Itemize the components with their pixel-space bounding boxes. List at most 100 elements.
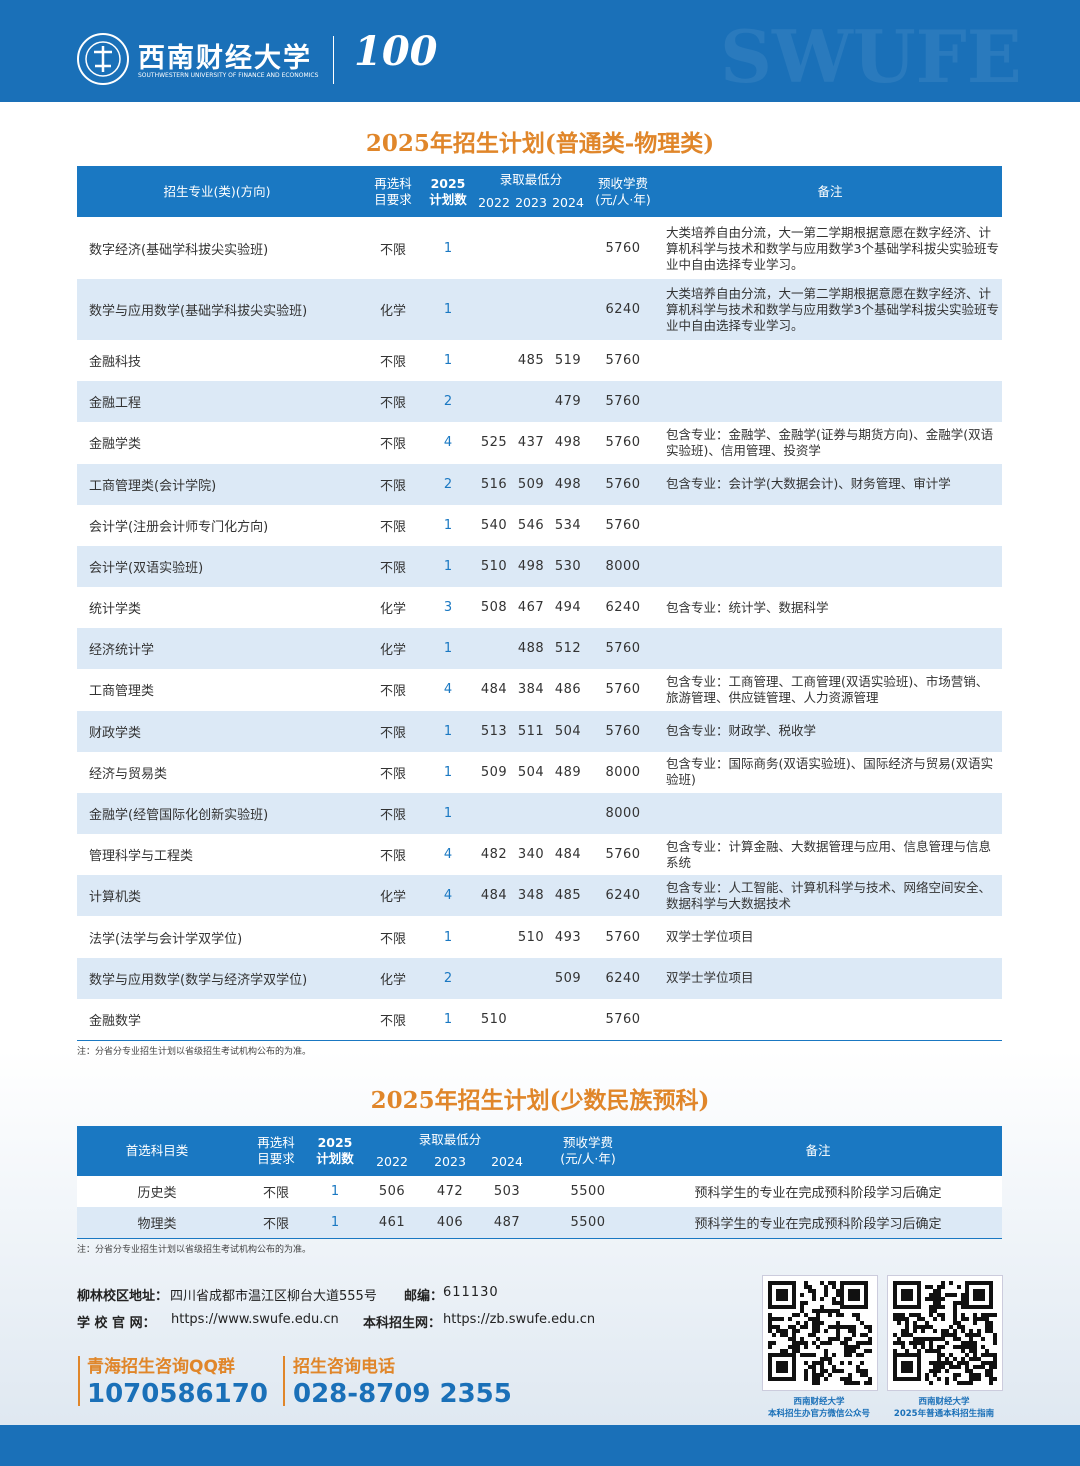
header-cell-line: 再选科 [374,175,412,191]
table-row-bg [77,1207,1002,1238]
note-cell: 包含专业：国际商务(双语实验班)、国际经济与贸易(双语实验班) [666,756,994,788]
table-row-bg [77,218,1002,279]
header-bar [0,0,1080,102]
table-cell: 8000 [605,558,641,574]
table-cell: 经济统计学 [89,643,155,659]
table-cell: 4 [443,888,453,904]
table-row-bg [77,463,1002,505]
note-cell: 双学士学位项目 [666,929,754,945]
table-cell: 493 [554,929,582,945]
table-cell: 503 [493,1184,521,1199]
qr-pattern [893,1281,997,1385]
table-cell: 5760 [605,1011,641,1027]
header-cell: 2024 [552,195,584,210]
table-row-bg [77,587,1002,629]
table-cell: 516 [480,476,508,492]
table-cell: 不限 [379,849,406,865]
table-cell: 5760 [605,476,641,492]
table-cell: 4 [443,847,453,863]
note-cell: 包含专业：人工智能、计算机科学与技术、网络空间安全、数据科学与大数据技术 [666,879,992,911]
table-row-bg [77,957,1002,999]
note-cell: 大类培养自由分流，大一第二学期根据意愿在数字经济、计算机科学与技术和数学与应用数… [666,285,999,333]
header-cell: 再选科 目要求 [246,1126,306,1176]
note-cell: 大类培养自由分流，大一第二学期根据意愿在数字经济、计算机科学与技术和数学与应用数… [666,224,999,272]
table-cell: 1 [443,302,453,317]
table-cell: 534 [554,517,582,533]
table-cell: 5760 [605,641,641,657]
table-cell: 1 [443,641,453,657]
table-cell: 金融科技 [89,355,142,371]
table-cell: 406 [436,1215,464,1230]
note-cell: 包含专业：会计学(大数据会计)、财务管理、审计学 [666,476,951,492]
table-cell: 计算机类 [89,890,142,906]
table-cell: 不限 [379,437,406,453]
table-cell: 1 [443,806,453,822]
table-cell: 510 [480,1011,508,1027]
table-cell: 数学与应用数学(数学与经济学双学位) [89,972,308,988]
table-cell: 化学 [379,972,406,988]
table-cell: 437 [517,435,545,451]
table-cell: 530 [554,558,582,574]
table-row-bg [77,669,1002,711]
table-cell: 历史类 [137,1186,177,1201]
table-cell: 512 [554,641,582,657]
note-cell: 包含专业：财政学、税收学 [666,723,817,739]
table-cell: 不限 [262,1186,289,1201]
table-cell: 540 [480,517,508,533]
table-cell: 会计学(注册会计师专门化方向) [89,519,269,535]
table-cell: 不限 [379,808,406,824]
note-cell: 包含专业：工商管理、工商管理(双语实验班)、市场营销、旅游管理、供应链管理、人力… [666,673,989,705]
table-cell: 487 [493,1215,521,1230]
table-row-bg [77,792,1002,835]
header-cell: 录取最低分 [499,172,563,187]
header-cell-line: 2025 [317,1135,353,1150]
table-cell: 511 [517,723,545,739]
admission-label: 本科招生网： [363,1316,442,1331]
accent-bar [283,1356,285,1406]
table-cell: 金融工程 [89,396,142,412]
table-cell: 494 [554,600,582,616]
table-cell: 不限 [379,396,406,412]
header-cell: 招生专业(类)(方向) [163,183,271,199]
table-cell: 384 [517,682,545,698]
table-cell: 4 [443,682,453,698]
table-cell: 不限 [262,1217,289,1232]
qq: 1070586170 [87,1379,268,1409]
header-cell: 再选科 目要求 [363,166,423,217]
header-cell: 2022 [478,195,510,210]
table-cell: 不限 [379,355,406,371]
table-cell: 财政学类 [89,725,142,741]
header-cell: 2023 [515,195,547,210]
header-cell: 首选科目类 [125,1143,189,1158]
table-cell: 348 [517,888,545,904]
table-row-bg [77,834,1002,876]
logo-emblem [77,33,129,85]
footer-bar [0,1425,1080,1466]
table-cell: 484 [554,847,582,863]
table-cell: 会计学(双语实验班) [89,560,204,576]
table-row-bg [77,875,1002,917]
table-cell: 不限 [379,478,406,494]
table-cell: 488 [517,641,545,657]
table-cell: 489 [554,764,582,780]
table-cell: 6240 [605,970,641,986]
table-cell: 498 [517,558,545,574]
table-cell: 5760 [605,241,641,256]
website: https://www.swufe.edu.cn [171,1312,339,1327]
table-cell: 5500 [570,1215,606,1230]
table-cell: 不限 [379,519,406,535]
table-cell: 519 [554,353,582,369]
header-cell-line: 再选科 [257,1135,295,1150]
header-cell-line: 计划数 [429,191,467,207]
table-cell: 484 [480,682,508,698]
table-cell: 化学 [379,602,406,618]
table-cell: 479 [554,394,582,410]
table-cell: 485 [554,888,582,904]
table-cell: 金融学(经管国际化创新实验班) [89,808,269,824]
table-cell: 525 [480,435,508,451]
postcode: 611130 [443,1285,499,1300]
qr-caption: 西南财经大学 [918,1397,970,1407]
table-cell: 工商管理类 [89,684,155,700]
qr-caption: 本科招生办官方微信公众号 [767,1409,870,1419]
table-cell: 2 [443,970,453,986]
